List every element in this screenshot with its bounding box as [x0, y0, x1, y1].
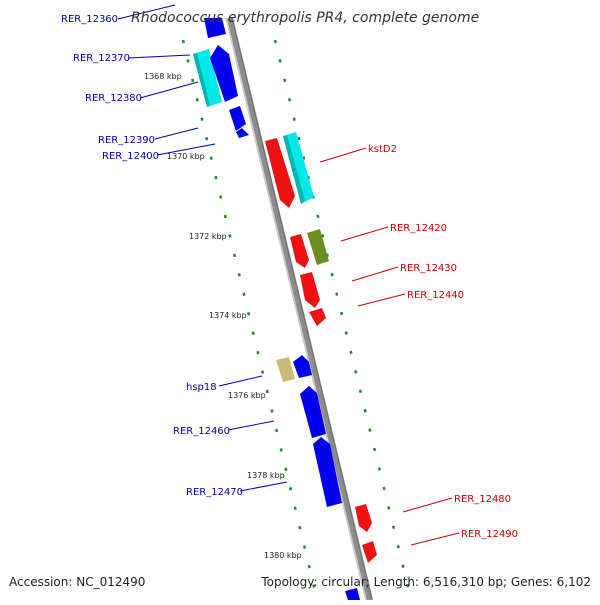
- accession-text: Accession: NC_012490: [9, 575, 145, 589]
- inner-tick-track: [181, 39, 318, 596]
- gene-rer-12360[interactable]: [204, 18, 226, 38]
- gene-kstd2[interactable]: [265, 138, 295, 208]
- gene-label-rer-12490[interactable]: RER_12490: [461, 529, 518, 540]
- gene-label-rer-12470[interactable]: RER_12470: [186, 487, 243, 498]
- gene-rer-12410[interactable]: [283, 132, 314, 204]
- kbp-label: 1372 kbp: [189, 232, 227, 241]
- gene-rer-12470[interactable]: [313, 437, 342, 507]
- kbp-labels: 1368 kbp 1370 kbp 1372 kbp 1374 kbp 1376…: [144, 72, 302, 560]
- gene-rer-12370[interactable]: [193, 49, 222, 107]
- gene-rer-12400[interactable]: [236, 128, 249, 138]
- gene-rer-12430-olive[interactable]: [307, 229, 329, 265]
- gene-rer-12380[interactable]: [210, 45, 238, 102]
- right-connectors: [319, 147, 460, 546]
- gene-rer-12480[interactable]: [355, 504, 372, 532]
- gene-label-rer-12380[interactable]: RER_12380: [85, 93, 142, 104]
- left-connectors: [117, 4, 288, 492]
- outer-tick-track: [273, 39, 412, 596]
- kbp-label: 1370 kbp: [167, 152, 205, 161]
- gene-label-rer-12390[interactable]: RER_12390: [98, 135, 155, 146]
- kbp-label: 1378 kbp: [247, 471, 285, 480]
- gene-hsp18[interactable]: [276, 357, 295, 382]
- kbp-label: 1376 kbp: [228, 391, 266, 400]
- gene-bottom-blue[interactable]: [345, 588, 360, 600]
- gene-rer-12440[interactable]: [309, 308, 326, 326]
- gene-label-kstd2[interactable]: kstD2: [368, 144, 397, 155]
- kbp-label: 1374 kbp: [209, 311, 247, 320]
- gene-rer-12450[interactable]: [293, 355, 312, 378]
- gene-label-rer-12370[interactable]: RER_12370: [73, 53, 130, 64]
- genome-backbone: [225, 17, 373, 601]
- map-title: Rhodococcus erythropolis PR4, complete g…: [131, 10, 479, 26]
- kbp-label: 1380 kbp: [264, 551, 302, 560]
- gene-rer-12420[interactable]: [290, 234, 309, 268]
- gene-label-rer-12460[interactable]: RER_12460: [173, 426, 230, 437]
- gene-rer-12460[interactable]: [300, 386, 326, 438]
- gene-label-rer-12430[interactable]: RER_12430: [400, 263, 457, 274]
- gene-label-rer-12400[interactable]: RER_12400: [102, 151, 159, 162]
- gene-label-rer-12480[interactable]: RER_12480: [454, 494, 511, 505]
- gene-rer-12430[interactable]: [300, 272, 320, 308]
- kbp-label: 1368 kbp: [144, 72, 182, 81]
- left-gene-labels: RER_12360 RER_12370 RER_12380 RER_12390 …: [61, 14, 243, 498]
- gene-label-rer-12440[interactable]: RER_12440: [407, 290, 464, 301]
- gene-label-rer-12420[interactable]: RER_12420: [390, 223, 447, 234]
- topology-text: Topology: circular; Length: 6,516,310 bp…: [260, 575, 591, 589]
- right-gene-labels: kstD2 RER_12420 RER_12430 RER_12440 RER_…: [368, 144, 518, 540]
- gene-label-hsp18[interactable]: hsp18: [186, 382, 217, 393]
- gene-rer-12490[interactable]: [362, 541, 377, 563]
- gene-label-rer-12360[interactable]: RER_12360: [61, 14, 118, 25]
- gene-rer-12390[interactable]: [229, 106, 246, 131]
